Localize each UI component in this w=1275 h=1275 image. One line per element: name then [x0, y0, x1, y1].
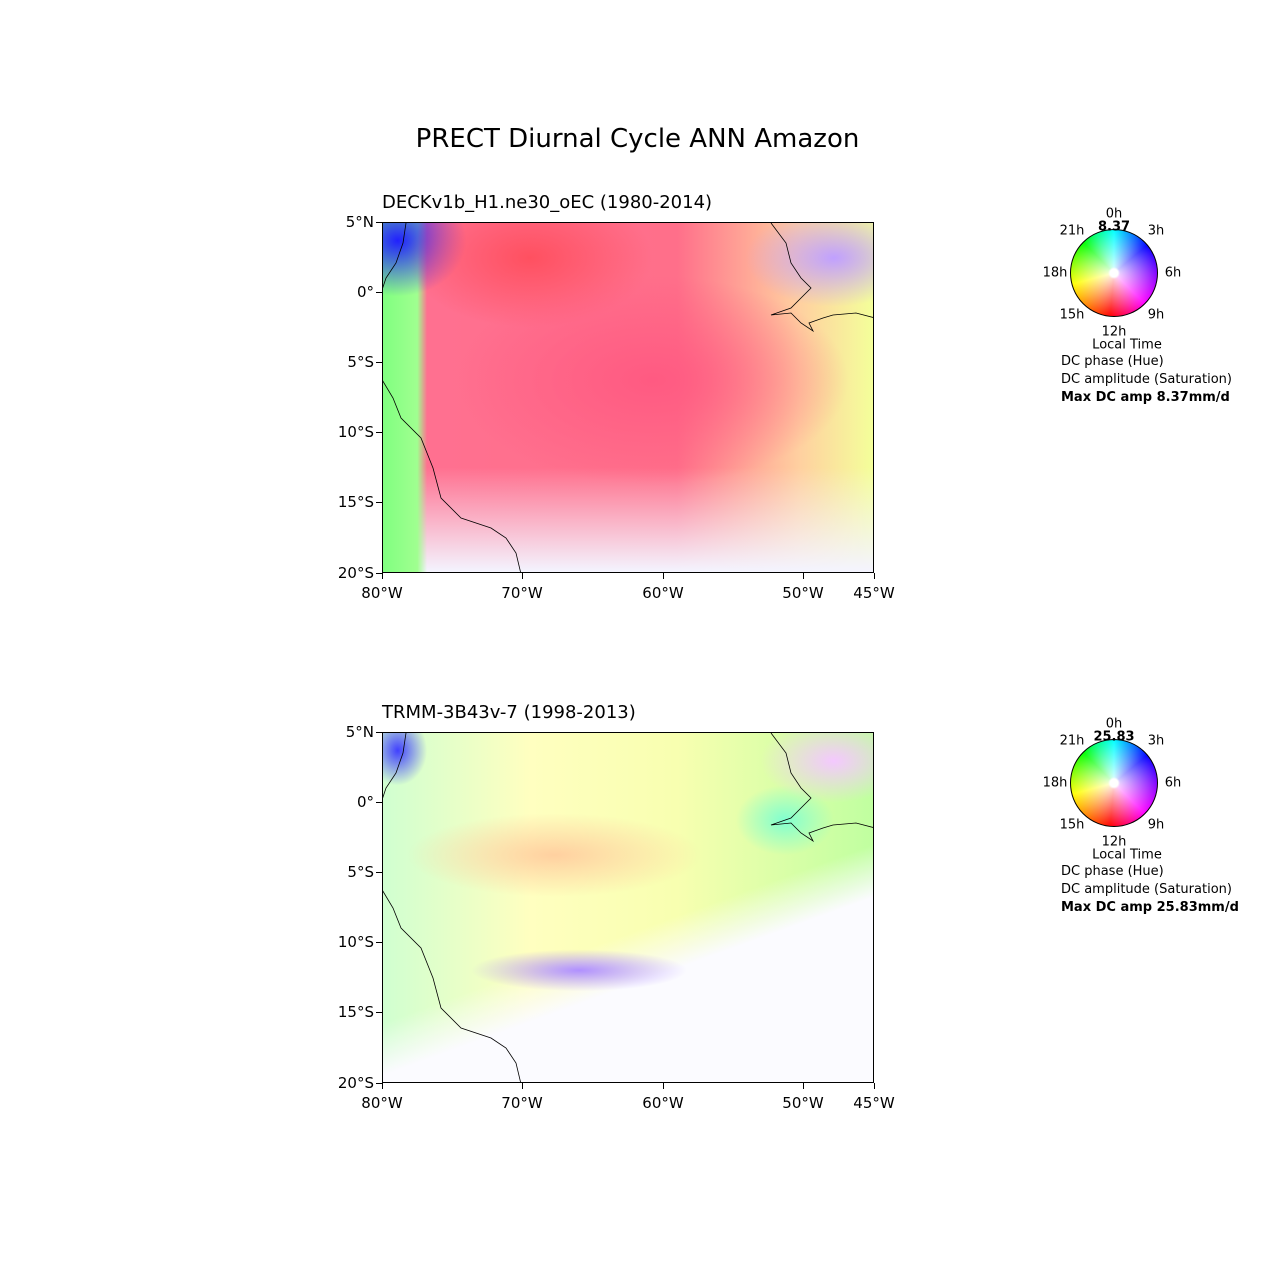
figure-title: PRECT Diurnal Cycle ANN Amazon: [415, 124, 860, 154]
phase-color-wheel: [1070, 739, 1158, 827]
x-tick-label: 60°W: [642, 1094, 684, 1112]
wheel-label-h9: 9h: [1147, 817, 1165, 833]
wheel-label-h15: 15h: [1059, 307, 1085, 323]
legend-phase: DC phase (Hue): [1061, 354, 1164, 369]
y-tick-label: 5°N: [345, 213, 374, 231]
x-tick-label: 70°W: [501, 584, 543, 602]
wheel-label-h18: 18h: [1042, 265, 1068, 281]
wheel-label-h12: 12h: [1101, 324, 1127, 340]
wheel-label-h6: 6h: [1164, 775, 1182, 791]
wheel-max-value: 25.83: [1093, 729, 1135, 745]
legend-max-amp: Max DC amp 8.37mm/d: [1061, 390, 1230, 405]
map-panel-trmm: TRMM-3B43v-7 (1998-2013) 5°N 0° 5°S 10°S 15°…: [0, 702, 1275, 1242]
legend-phase: DC phase (Hue): [1061, 864, 1164, 879]
y-tick: [376, 222, 382, 223]
x-tick-label: 80°W: [361, 1094, 403, 1112]
y-tick-label: 5°S: [347, 863, 374, 881]
y-tick-label: 0°: [356, 793, 374, 811]
x-tick: [382, 1083, 383, 1089]
y-tick-label: 15°S: [337, 493, 374, 511]
y-tick: [376, 872, 382, 873]
legend-amplitude: DC amplitude (Saturation): [1061, 882, 1232, 897]
coastline: [383, 223, 873, 572]
y-tick: [376, 1012, 382, 1013]
legend-caption: Local Time: [1092, 847, 1162, 863]
y-tick: [376, 1083, 382, 1084]
y-tick: [376, 502, 382, 503]
x-tick: [803, 1083, 804, 1089]
wheel-label-h12: 12h: [1101, 834, 1127, 850]
phase-color-wheel: [1070, 229, 1158, 317]
wheel-label-h21: 21h: [1059, 223, 1085, 239]
wheel-label-h18: 18h: [1042, 775, 1068, 791]
wheel-max-value: 8.37: [1097, 219, 1131, 235]
y-tick: [376, 432, 382, 433]
wheel-label-h15: 15h: [1059, 817, 1085, 833]
x-tick-label: 50°W: [782, 1094, 824, 1112]
legend-amplitude: DC amplitude (Saturation): [1061, 372, 1232, 387]
y-tick-label: 20°S: [337, 564, 374, 582]
x-tick-label: 45°W: [853, 1094, 895, 1112]
x-tick-label: 60°W: [642, 584, 684, 602]
x-tick-label: 80°W: [361, 584, 403, 602]
x-tick: [874, 1083, 875, 1089]
y-tick: [376, 292, 382, 293]
x-tick-label: 45°W: [853, 584, 895, 602]
wheel-label-h0: 0h: [1105, 206, 1123, 222]
map-panel-model: DECKv1b_H1.ne30_oEC (1980-2014) 5°N 0° 5°S…: [0, 192, 1275, 732]
x-tick: [522, 573, 523, 579]
x-tick: [874, 573, 875, 579]
x-tick-label: 50°W: [782, 584, 824, 602]
y-tick: [376, 573, 382, 574]
y-tick-label: 15°S: [337, 1003, 374, 1021]
coastline: [383, 733, 873, 1082]
y-tick: [376, 362, 382, 363]
wheel-label-h3: 3h: [1147, 733, 1165, 749]
wheel-label-h21: 21h: [1059, 733, 1085, 749]
y-tick: [376, 732, 382, 733]
y-tick-label: 10°S: [337, 423, 374, 441]
y-tick-label: 20°S: [337, 1074, 374, 1092]
y-tick-label: 5°S: [347, 353, 374, 371]
y-tick-label: 0°: [356, 283, 374, 301]
wheel-label-h0: 0h: [1105, 716, 1123, 732]
diurnal-cycle-map: [382, 222, 874, 573]
wheel-label-h9: 9h: [1147, 307, 1165, 323]
panel-title: DECKv1b_H1.ne30_oEC (1980-2014): [382, 192, 713, 213]
y-tick: [376, 802, 382, 803]
wheel-label-h3: 3h: [1147, 223, 1165, 239]
diurnal-cycle-map: [382, 732, 874, 1083]
legend-max-amp: Max DC amp 25.83mm/d: [1061, 900, 1239, 915]
x-tick: [803, 573, 804, 579]
x-tick: [663, 1083, 664, 1089]
y-tick-label: 10°S: [337, 933, 374, 951]
x-tick: [522, 1083, 523, 1089]
y-tick-label: 5°N: [345, 723, 374, 741]
panel-title: TRMM-3B43v-7 (1998-2013): [382, 702, 636, 723]
wheel-label-h6: 6h: [1164, 265, 1182, 281]
x-tick: [382, 573, 383, 579]
legend-caption: Local Time: [1092, 337, 1162, 353]
x-tick: [663, 573, 664, 579]
y-tick: [376, 942, 382, 943]
x-tick-label: 70°W: [501, 1094, 543, 1112]
